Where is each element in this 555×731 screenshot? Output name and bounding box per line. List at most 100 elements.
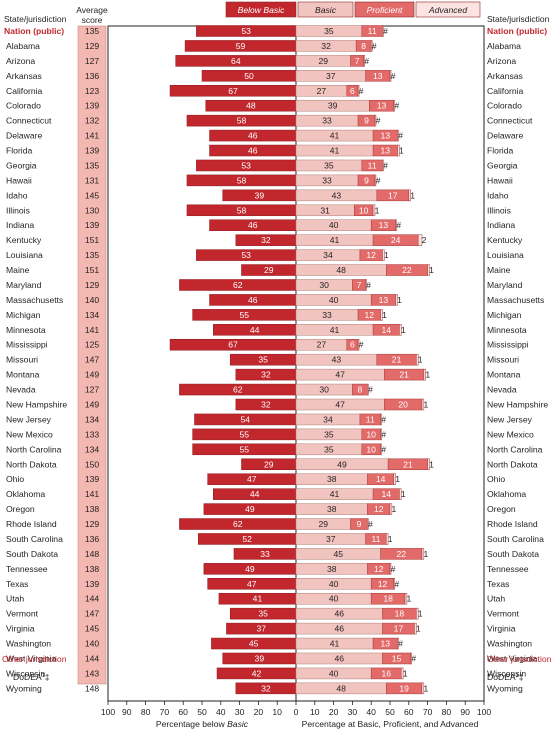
legend-swatch bbox=[297, 1, 354, 18]
value-basic: 29 bbox=[318, 56, 328, 66]
value-basic: 31 bbox=[320, 205, 330, 215]
value-basic: 37 bbox=[326, 534, 336, 544]
value-proficient: 12 bbox=[378, 579, 388, 589]
bar-advanced bbox=[380, 428, 382, 441]
state-label-left: Montana bbox=[6, 370, 40, 380]
bar-advanced bbox=[417, 234, 423, 246]
table-row: Florida Florida 139 46 41 13 1 bbox=[6, 144, 513, 157]
state-label-left: Maine bbox=[6, 265, 30, 275]
state-label-left: Nevada bbox=[6, 385, 36, 395]
table-row: Indiana Indiana 139 46 40 13 # bbox=[6, 219, 515, 231]
table-row: Missouri Missouri 147 35 43 21 1 bbox=[6, 353, 519, 366]
state-label-right: Minnesota bbox=[487, 325, 527, 335]
value-below-basic: 39 bbox=[255, 653, 265, 663]
value-basic: 29 bbox=[318, 519, 328, 529]
value-below-basic: 32 bbox=[261, 400, 271, 410]
bar-advanced bbox=[404, 592, 408, 605]
state-label-right: Texas bbox=[487, 579, 509, 589]
table-row: Illinois Illinois 130 58 31 10 1 bbox=[6, 204, 511, 217]
average-score: 139 bbox=[85, 579, 100, 589]
value-basic: 41 bbox=[330, 489, 340, 499]
state-label-right: Maine bbox=[487, 265, 511, 275]
state-label-right: South Dakota bbox=[487, 549, 539, 559]
average-score: 151 bbox=[85, 265, 100, 275]
state-label-left: Louisiana bbox=[6, 250, 43, 260]
bar-advanced bbox=[393, 99, 396, 112]
state-label-left: Rhode Island bbox=[6, 519, 57, 529]
table-row: Michigan Michigan 134 55 33 12 1 bbox=[6, 309, 522, 321]
x-tick-label: 50 bbox=[197, 707, 207, 717]
state-label-left: Missouri bbox=[6, 355, 38, 365]
value-advanced: # bbox=[391, 71, 396, 81]
x-axis-ticks: 100 90 80 70 60 50 40 30 20 10 0 10 20 30 40 50 60 70 80 90… bbox=[101, 701, 491, 717]
state-label-left: Oregon bbox=[6, 504, 35, 514]
value-advanced: 1 bbox=[418, 609, 423, 619]
bar-advanced bbox=[427, 264, 430, 276]
value-advanced: 1 bbox=[382, 310, 387, 320]
value-advanced: # bbox=[396, 220, 401, 230]
value-proficient: 12 bbox=[365, 310, 375, 320]
value-proficient: 17 bbox=[394, 624, 404, 634]
average-score: 133 bbox=[85, 429, 100, 439]
x-tick-label: 70 bbox=[423, 707, 433, 717]
state-label-left: Massachusetts bbox=[6, 295, 63, 305]
average-score: 131 bbox=[85, 175, 100, 185]
average-score: 139 bbox=[85, 101, 100, 111]
value-below-basic: 41 bbox=[253, 594, 263, 604]
x-tick-label: 60 bbox=[404, 707, 414, 717]
bar-advanced bbox=[397, 637, 399, 650]
state-label-right: North Dakota bbox=[487, 459, 538, 469]
state-label-right: Montana bbox=[487, 370, 521, 380]
table-row: Georgia Georgia 135 53 35 11 # bbox=[6, 159, 518, 172]
bar-advanced bbox=[416, 353, 419, 366]
state-label-right: New Hampshire bbox=[487, 400, 548, 410]
dodea-symbol-right: ‡ bbox=[519, 672, 524, 682]
bar-advanced bbox=[357, 85, 360, 97]
bar-advanced bbox=[385, 533, 389, 545]
legend-swatch bbox=[225, 1, 297, 18]
value-below-basic: 37 bbox=[256, 624, 266, 634]
table-row: California California 123 67 27 6 # bbox=[6, 85, 524, 97]
table-row: Mississippi Mississippi 125 67 27 6 # bbox=[6, 338, 529, 351]
average-score: 129 bbox=[85, 280, 100, 290]
x-tick-label: 0 bbox=[294, 707, 299, 717]
state-label-left: Maryland bbox=[6, 280, 42, 290]
state-label-right: Tennessee bbox=[487, 564, 529, 574]
value-advanced: 1 bbox=[401, 325, 406, 335]
bar-advanced bbox=[389, 563, 392, 575]
bar-advanced bbox=[372, 204, 376, 217]
bar-advanced bbox=[363, 55, 365, 67]
state-label-left: New Hampshire bbox=[6, 400, 67, 410]
bar-advanced bbox=[389, 70, 392, 82]
state-label-right: Delaware bbox=[487, 131, 524, 141]
bar-advanced bbox=[370, 40, 373, 52]
value-advanced: 1 bbox=[423, 683, 428, 693]
value-below-basic: 46 bbox=[248, 146, 258, 156]
value-below-basic: 32 bbox=[261, 235, 271, 245]
state-label-right: Colorado bbox=[487, 101, 522, 111]
value-proficient: 16 bbox=[381, 668, 391, 678]
table-row: Arizona Arizona 127 64 29 7 # bbox=[6, 55, 516, 67]
state-label-right: Mississippi bbox=[487, 340, 529, 350]
value-advanced: # bbox=[398, 639, 403, 649]
value-basic: 46 bbox=[334, 653, 344, 663]
table-row: Colorado Colorado 139 48 39 13 # bbox=[6, 99, 522, 112]
value-advanced: # bbox=[372, 41, 377, 51]
x-tick-label: 30 bbox=[348, 707, 358, 717]
value-proficient: 13 bbox=[377, 101, 387, 111]
value-advanced: 1 bbox=[423, 400, 428, 410]
value-advanced: # bbox=[368, 519, 373, 529]
value-proficient: 14 bbox=[381, 489, 391, 499]
bar-advanced bbox=[367, 518, 369, 530]
value-advanced: 1 bbox=[401, 489, 406, 499]
value-proficient: 12 bbox=[374, 504, 384, 514]
value-basic: 35 bbox=[324, 26, 334, 36]
state-label-right: Arkansas bbox=[487, 71, 523, 81]
state-label-right: California bbox=[487, 86, 524, 96]
value-below-basic: 50 bbox=[244, 71, 254, 81]
legend: Below Basic Basic Proficient Advanced bbox=[225, 1, 481, 18]
state-label-right: New Jersey bbox=[487, 414, 533, 424]
state-label-left: West Virginia bbox=[6, 653, 57, 663]
value-below-basic: 53 bbox=[241, 250, 251, 260]
